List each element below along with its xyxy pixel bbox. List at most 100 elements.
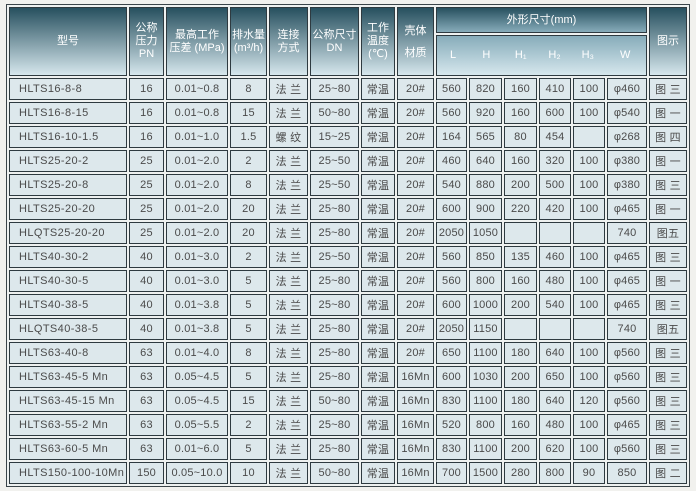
table-cell: 法 兰	[269, 438, 308, 460]
model-cell: HLTS63-40-8	[9, 342, 127, 364]
table-cell: 640	[539, 342, 571, 364]
table-cell: 100	[573, 438, 605, 460]
table-cell: 16	[129, 78, 164, 100]
table-cell: 460	[436, 150, 467, 172]
table-body: HLTS16-8-8 16 0.01~0.8 8 法 兰 25~80 常温 20# 560 820…	[9, 78, 687, 484]
table-cell: 650	[539, 366, 571, 388]
table-cell: 1100	[469, 390, 502, 412]
col-header-H2: H₂	[548, 49, 561, 61]
table-cell: 100	[573, 102, 605, 124]
col-header-connection: 连接 方式	[269, 7, 308, 76]
table-cell: 25~50	[310, 150, 359, 172]
table-cell: 200	[504, 294, 537, 316]
table-cell: 16	[129, 126, 164, 148]
table-cell: φ380	[607, 150, 647, 172]
table-cell: 40	[129, 246, 164, 268]
table-cell: 常温	[361, 102, 395, 124]
table-cell: 160	[504, 414, 537, 436]
table-row: HLTS16-8-8 16 0.01~0.8 8 法 兰 25~80 常温 20# 560 820…	[9, 78, 687, 100]
table-cell: 法 兰	[269, 222, 308, 244]
table-cell: 25	[129, 174, 164, 196]
table-cell: 500	[539, 174, 571, 196]
table-cell: 常温	[361, 462, 395, 484]
table-cell: 160	[504, 150, 537, 172]
table-cell: 50~80	[310, 102, 359, 124]
model-cell: HLTS40-38-5	[9, 294, 127, 316]
table-cell: 法 兰	[269, 342, 308, 364]
table-cell: 常温	[361, 414, 395, 436]
col-header-dn: 公称尺寸 DN	[310, 7, 359, 76]
table-cell: 16Mn	[397, 462, 434, 484]
table-cell: 20#	[397, 318, 434, 340]
table-cell: 160	[504, 270, 537, 292]
table-cell: 0.05~5.5	[166, 414, 228, 436]
table-cell	[539, 318, 571, 340]
table-cell: 常温	[361, 342, 395, 364]
table-row: HLTS40-38-5 40 0.01~3.8 5 法 兰 25~80 常温 20# 600 10…	[9, 294, 687, 316]
table-cell: 8	[230, 78, 267, 100]
table-cell: 法 兰	[269, 270, 308, 292]
table-cell: 20#	[397, 198, 434, 220]
table-cell: 63	[129, 342, 164, 364]
table-cell: 25~50	[310, 246, 359, 268]
table-cell: 16Mn	[397, 366, 434, 388]
table-cell	[504, 318, 537, 340]
table-cell: 图 一	[649, 198, 687, 220]
table-cell: 2	[230, 150, 267, 172]
table-cell	[573, 222, 605, 244]
table-cell: 1050	[469, 222, 502, 244]
table-cell: 8	[230, 174, 267, 196]
spec-table: 型号 公称 压力 PN 最高工作 压差 (MPa) 排水量 (m³/h) 连接 …	[6, 4, 690, 487]
table-cell: 图五	[649, 222, 687, 244]
table-cell: 600	[436, 198, 467, 220]
table-cell: 1100	[469, 438, 502, 460]
col-header-pressure-diff: 最高工作 压差 (MPa)	[166, 7, 228, 76]
table-cell: 常温	[361, 390, 395, 412]
table-cell: 1030	[469, 366, 502, 388]
col-header-H3: H₃	[581, 49, 594, 61]
table-cell: 16	[129, 102, 164, 124]
table-cell: 100	[573, 294, 605, 316]
table-cell: 560	[436, 78, 467, 100]
table-cell: 200	[504, 366, 537, 388]
table-cell: 法 兰	[269, 246, 308, 268]
dimension-sub-labels: L H H₁ H₂ H₃ W	[437, 36, 646, 75]
model-cell: HLTS40-30-5	[9, 270, 127, 292]
table-cell: 650	[436, 342, 467, 364]
table-cell: 150	[129, 462, 164, 484]
table-cell: 100	[573, 150, 605, 172]
table-cell: 90	[573, 462, 605, 484]
table-row: HLQTS25-20-20 25 0.01~2.0 20 法 兰 25~80 常温 20# 20…	[9, 222, 687, 244]
table-cell: 常温	[361, 222, 395, 244]
table-cell: 法 兰	[269, 462, 308, 484]
table-cell: φ465	[607, 246, 647, 268]
table-cell: 20#	[397, 222, 434, 244]
header-row-main: 型号 公称 压力 PN 最高工作 压差 (MPa) 排水量 (m³/h) 连接 …	[9, 7, 687, 76]
table-cell: 图 三	[649, 246, 687, 268]
table-cell: 1500	[469, 462, 502, 484]
table-cell: 常温	[361, 174, 395, 196]
table-cell: 0.01~2.0	[166, 174, 228, 196]
model-cell: HLTS25-20-20	[9, 198, 127, 220]
table-cell: 图 一	[649, 150, 687, 172]
table-cell: 15	[230, 102, 267, 124]
table-cell: 164	[436, 126, 467, 148]
table-cell: 5	[230, 318, 267, 340]
table-cell: 460	[539, 246, 571, 268]
table-cell: 25~80	[310, 366, 359, 388]
table-cell: φ560	[607, 342, 647, 364]
table-cell: 图 三	[649, 174, 687, 196]
table-cell: 常温	[361, 318, 395, 340]
table-cell: 图 三	[649, 342, 687, 364]
col-header-model: 型号	[9, 7, 127, 76]
table-cell: 920	[469, 102, 502, 124]
table-cell: 160	[504, 78, 537, 100]
table-cell	[539, 222, 571, 244]
table-cell: 法 兰	[269, 294, 308, 316]
table-cell: 图 三	[649, 390, 687, 412]
table-cell: 0.01~4.0	[166, 342, 228, 364]
table-cell: 63	[129, 438, 164, 460]
table-cell: 20#	[397, 150, 434, 172]
model-cell: HLTS16-8-15	[9, 102, 127, 124]
model-cell: HLTS25-20-2	[9, 150, 127, 172]
